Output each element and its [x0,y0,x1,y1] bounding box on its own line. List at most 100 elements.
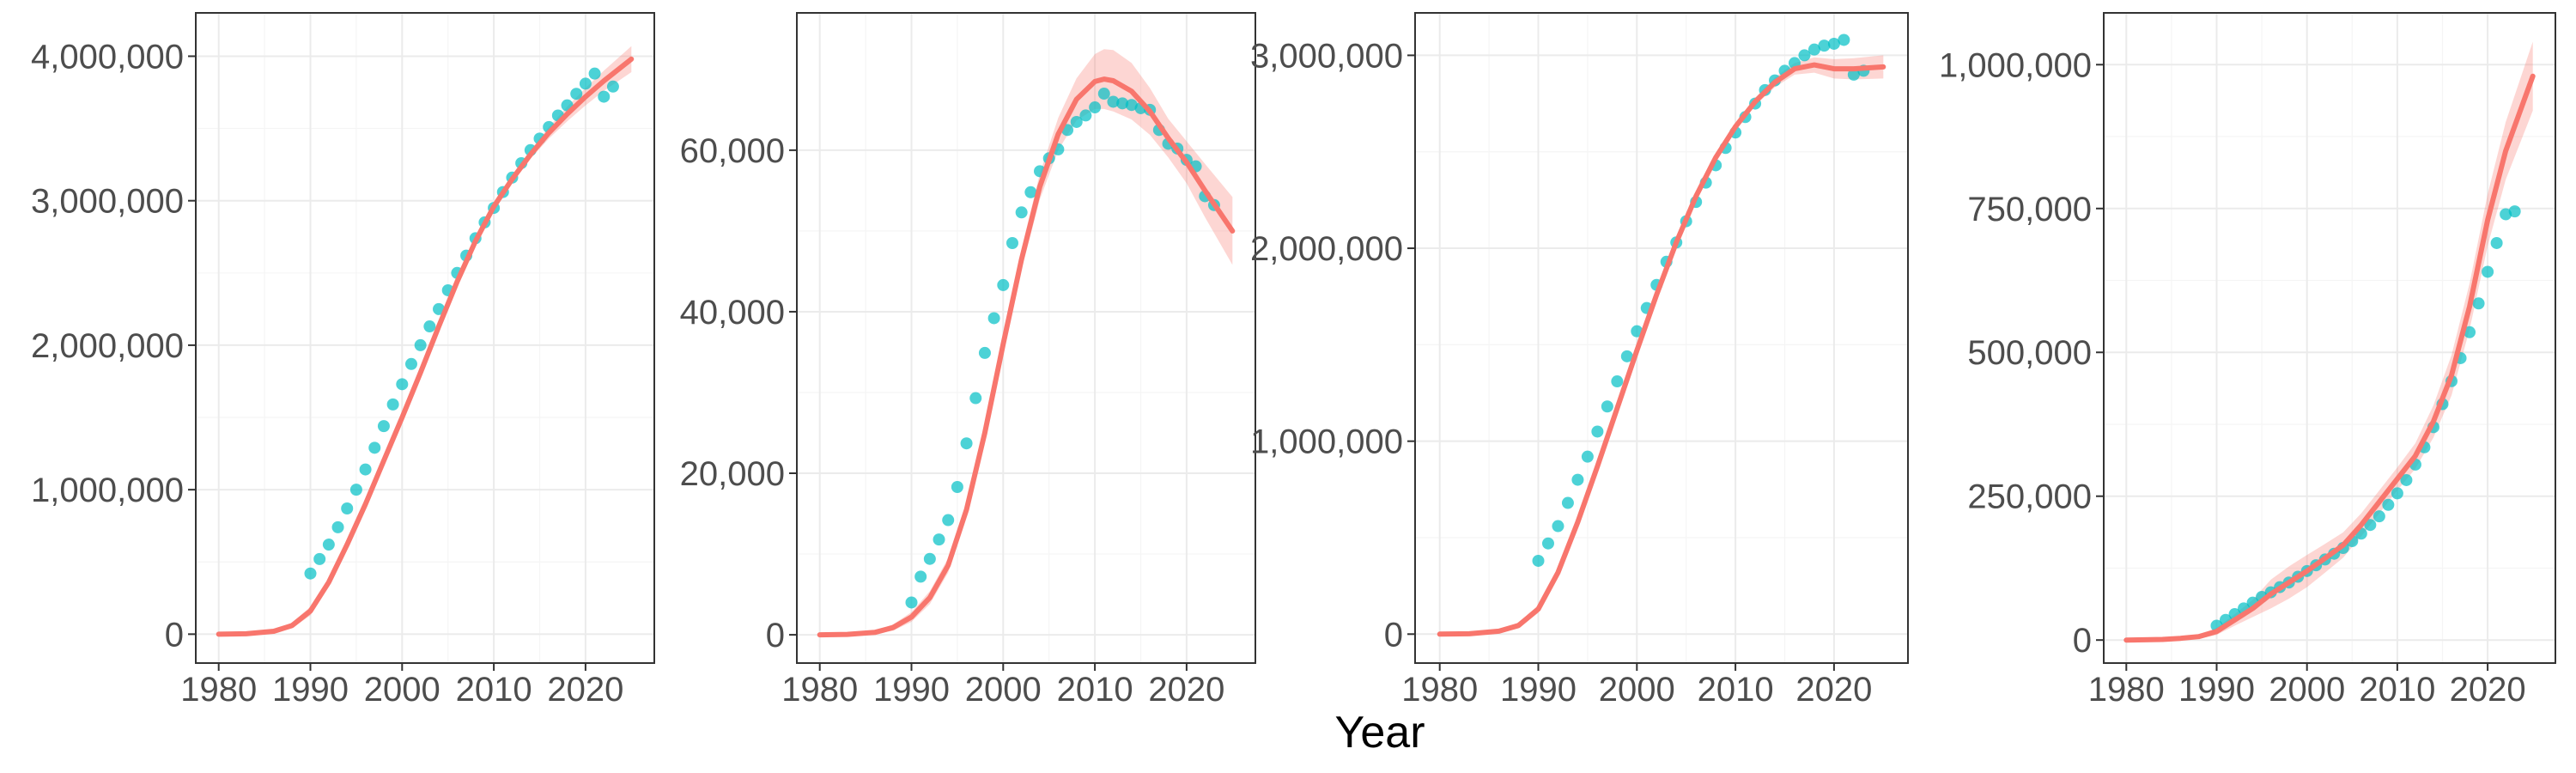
data-point [2482,265,2494,278]
x-tick-label: 2010 [1698,671,1774,709]
data-point [313,552,326,565]
fit-line [1437,62,1886,637]
fit-line [2123,73,2536,643]
data-point [1070,115,1083,128]
data-point [2508,205,2521,218]
data-point [2500,208,2512,221]
data-point [386,398,399,411]
panel-2: 1980 1990 2000 2010 2020 0 20,000 40,000 60,000 [680,12,1256,709]
data-point [1097,88,1110,100]
data-point [1552,520,1564,533]
data-point [1532,554,1545,567]
data-point [914,570,927,583]
data-point [2382,498,2395,511]
panel-4: 1980 1990 2000 2010 2020 0 250,000 500,000 750,0… [1939,12,2556,709]
x-tick-label: 2010 [456,671,532,709]
y-tick-label: 3,000,000 [31,183,184,221]
fit-line [216,56,635,637]
data-point [570,88,583,100]
data-point [1571,473,1584,486]
data-point [433,302,446,315]
data-point [404,357,417,370]
x-axis-title: Year [1334,708,1425,758]
data-point [1611,375,1624,388]
data-point [349,484,362,496]
panel-1: 1980 1990 2000 2010 2020 0 1,000,000 2,000,000 3… [31,12,655,709]
x-tick-label: 1980 [2088,671,2165,709]
data-point [2490,236,2503,249]
panel-border [1414,12,1909,664]
data-point [1631,325,1643,338]
x-tick-label: 1990 [1500,671,1577,709]
data-point [1591,425,1604,438]
data-point [997,278,1010,291]
y-tick-label: 2,000,000 [31,327,184,365]
y-tick-label: 1,000,000 [31,472,184,509]
data-point [1107,95,1120,108]
x-tick-label: 2000 [1599,671,1675,709]
x-tick-label: 1990 [873,671,950,709]
x-tick-label: 2000 [364,671,440,709]
data-point [2372,510,2385,523]
data-point [960,437,973,450]
y-tick-label: 2,000,000 [1250,230,1403,268]
panel-3: 1980 1990 2000 2010 2020 0 1,000,000 2,000,000 3… [1250,12,1909,709]
panel-border [796,12,1256,664]
data-point [1601,400,1613,413]
data-point [2391,487,2403,500]
data-point [414,338,427,351]
x-tick-label: 1990 [272,671,349,709]
x-tick-label: 1980 [180,671,257,709]
data-point [1015,206,1028,219]
data-point [588,67,601,80]
y-tick-label: 0 [1384,616,1403,654]
data-point [1827,37,1840,50]
data-point [606,80,619,93]
data-point [1620,350,1633,362]
x-tick-label: 2010 [1057,671,1133,709]
y-tick-label: 0 [2073,622,2092,660]
panel-background [797,13,1255,663]
data-point [359,463,372,476]
y-tick-label: 40,000 [680,294,785,332]
data-point [1541,537,1554,550]
x-tick-label: 2020 [547,671,623,709]
x-tick-label: 1980 [781,671,858,709]
data-point [579,77,592,90]
x-tick-label: 2000 [2269,671,2345,709]
data-point [1024,186,1037,198]
data-point [1005,237,1018,250]
data-point [2472,297,2485,310]
x-tick-label: 2010 [2359,671,2435,709]
data-point [1818,40,1831,52]
data-point [987,312,1000,325]
data-point [1125,99,1138,112]
y-tick-label: 750,000 [1967,191,2092,228]
y-tick-label: 0 [766,617,785,654]
data-point [1079,109,1092,122]
y-tick-label: 250,000 [1967,478,2092,516]
y-tick-label: 4,000,000 [31,38,184,76]
y-tick-label: 1,000,000 [1250,423,1403,461]
data-point [341,502,354,515]
data-point [1847,68,1860,81]
x-tick-label: 1980 [1401,671,1478,709]
data-point [1838,33,1850,46]
panel-border [2103,12,2556,664]
data-point [1089,101,1102,114]
data-point [942,514,955,526]
data-point [978,346,991,359]
y-tick-label: 1,000,000 [1939,46,2092,84]
y-tick-label: 3,000,000 [1250,37,1403,75]
data-point [2400,473,2413,486]
panel-border [195,12,655,664]
data-point [1798,49,1811,62]
data-point [1807,43,1820,56]
panel-background [1415,13,1908,663]
data-point [923,552,936,565]
y-tick-label: 60,000 [680,132,785,170]
data-point [969,392,982,405]
x-tick-label: 2020 [1148,671,1224,709]
y-tick-label: 20,000 [680,455,785,493]
